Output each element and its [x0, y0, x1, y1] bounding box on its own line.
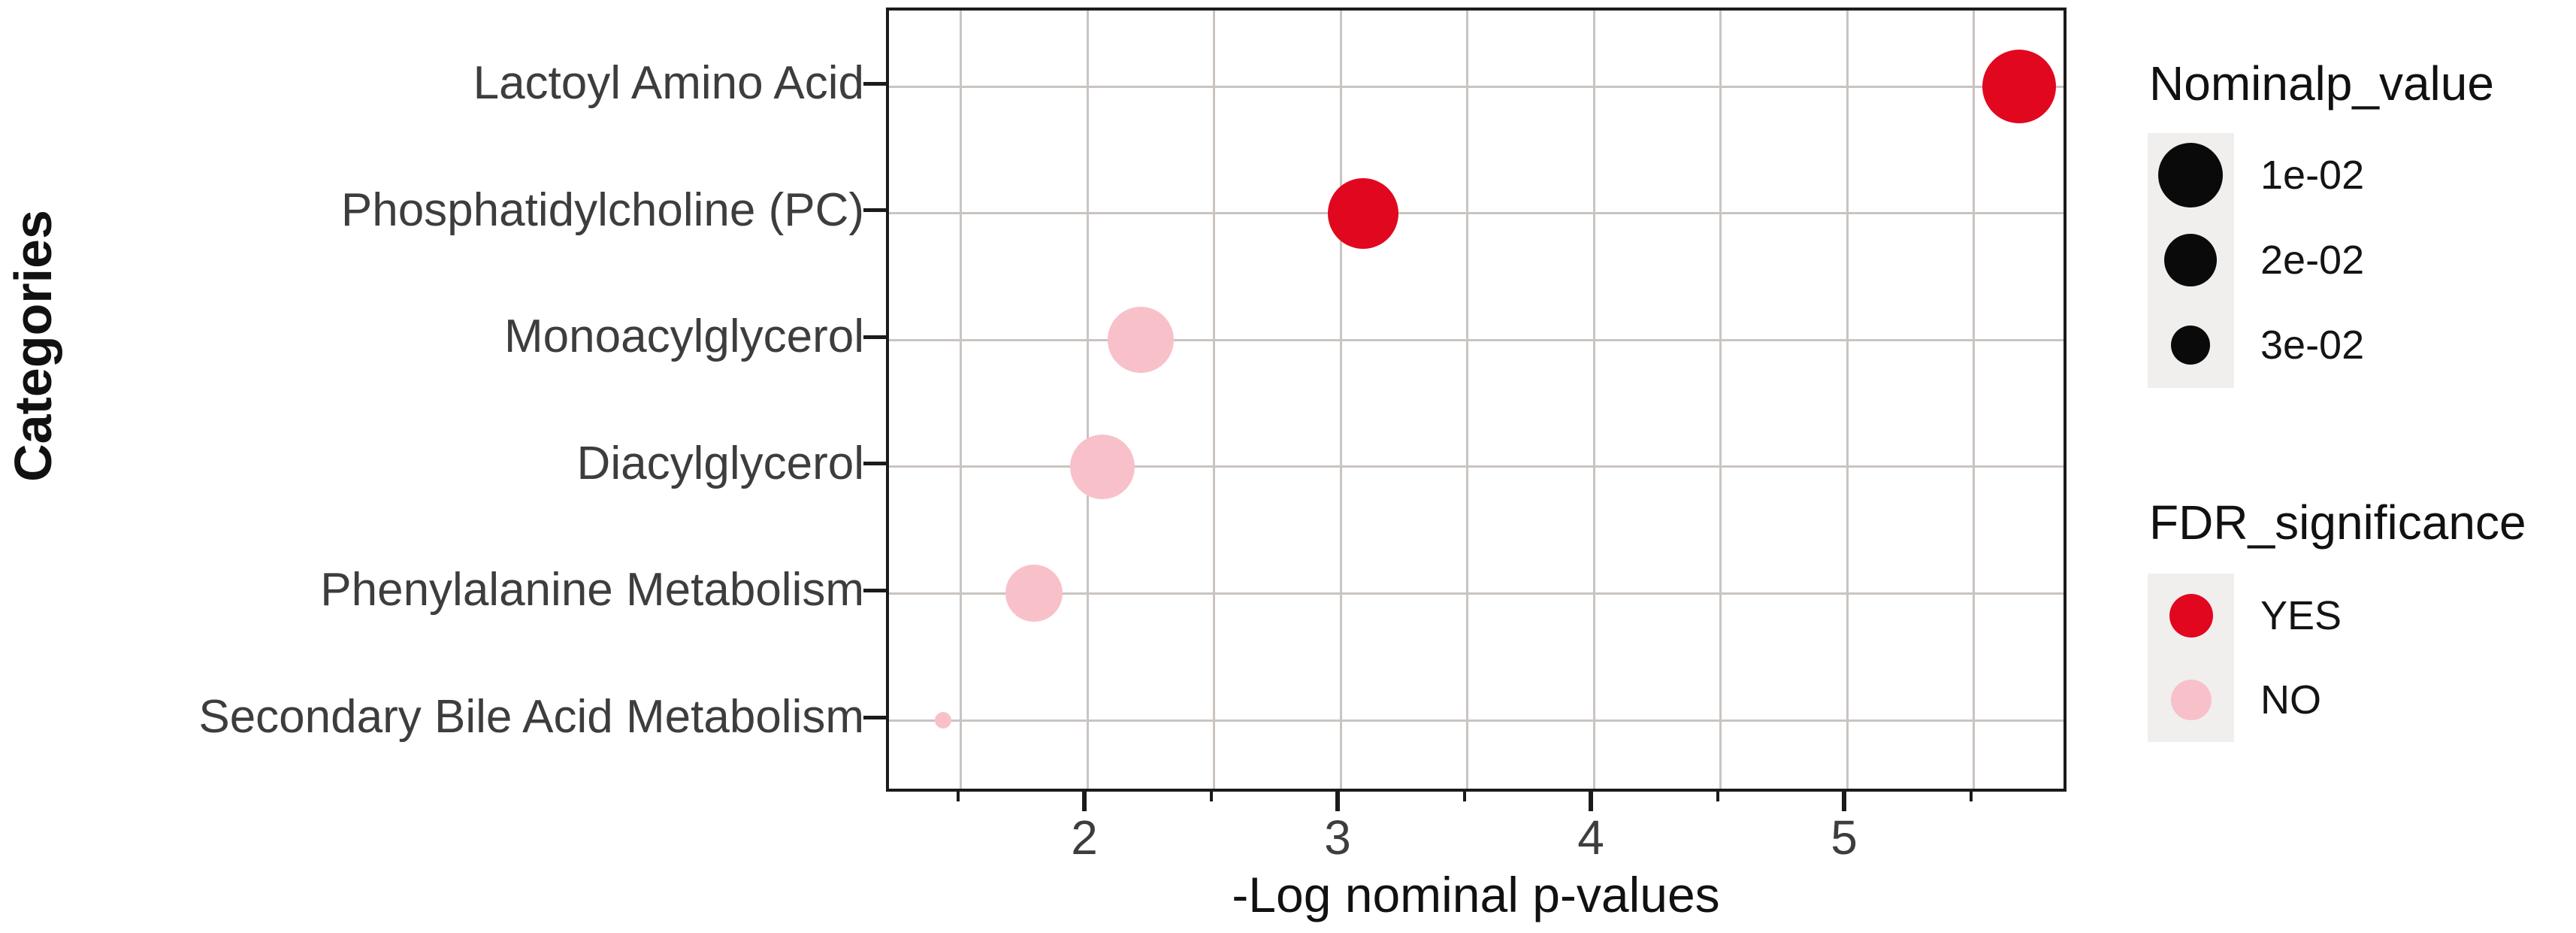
y-gridline	[889, 212, 2064, 215]
size-legend-label-3e-02: 3e-02	[2260, 323, 2365, 368]
y-axis-label-diacylglycerol: Diacylglycerol	[576, 438, 864, 489]
data-bubble-2	[1328, 177, 1399, 249]
size-legend-title: Nominalp_value	[2149, 56, 2494, 111]
y-gridline	[889, 85, 2064, 88]
y-gridline	[889, 338, 2064, 341]
y-gridline	[889, 719, 2064, 722]
y-axis-label-lactoyl-amino-acid: Lactoyl Amino Acid	[473, 57, 864, 109]
x-gridline	[960, 11, 962, 789]
size-legend-swatch-3e-02	[2171, 326, 2210, 365]
x-tick-label-2: 2	[1071, 810, 1098, 865]
x-axis-tick-major	[1842, 792, 1846, 811]
x-axis-tick-major	[1082, 792, 1087, 811]
x-tick-label-4: 4	[1577, 810, 1604, 865]
x-axis-tick-minor	[1969, 792, 1973, 801]
x-gridline	[1846, 11, 1849, 789]
color-legend-label-yes: YES	[2260, 593, 2342, 638]
data-bubble-6	[934, 712, 951, 729]
y-axis-tick	[863, 81, 886, 86]
y-axis-label-monoacylglycerol: Monoacylglycerol	[504, 310, 864, 362]
x-gridline	[1339, 11, 1342, 789]
data-bubble-3	[1107, 307, 1174, 374]
x-gridline	[1213, 11, 1215, 789]
y-axis-label-phosphatidylcholine: Phosphatidylcholine (PC)	[340, 184, 864, 236]
x-gridline	[1592, 11, 1595, 789]
data-bubble-1	[1982, 50, 2057, 123]
color-legend-label-no: NO	[2260, 677, 2321, 722]
y-axis-tick	[863, 462, 886, 466]
color-legend-swatch-yes	[2169, 594, 2213, 638]
data-bubble-5	[1005, 565, 1063, 623]
x-axis-tick-major	[1589, 792, 1593, 811]
x-gridline	[1086, 11, 1089, 789]
x-axis-tick-minor	[1209, 792, 1213, 801]
y-axis-tick	[863, 588, 886, 592]
y-gridline	[889, 465, 2064, 468]
plot-panel	[886, 8, 2067, 792]
y-axis-label-phenylalanine-metabolism: Phenylalanine Metabolism	[320, 564, 864, 616]
x-tick-label-3: 3	[1324, 810, 1351, 865]
size-legend-swatch-2e-02	[2164, 234, 2217, 286]
x-axis-tick-minor	[1716, 792, 1719, 801]
data-bubble-4	[1070, 434, 1135, 499]
x-axis-tick-minor	[956, 792, 960, 801]
color-legend-title: FDR_significance	[2149, 495, 2526, 550]
x-axis-tick-minor	[1462, 792, 1466, 801]
x-gridline	[1466, 11, 1468, 789]
x-axis-tick-major	[1335, 792, 1340, 811]
x-gridline	[1973, 11, 1975, 789]
x-gridline	[1719, 11, 1722, 789]
y-axis-tick	[863, 715, 886, 719]
y-gridline	[889, 592, 2064, 595]
x-tick-label-5: 5	[1831, 810, 1858, 865]
y-axis-tick	[863, 208, 886, 213]
y-axis-tick	[863, 335, 886, 339]
size-legend-label-1e-02: 1e-02	[2260, 153, 2365, 198]
y-axis-label-secondary-bile-acid: Secondary Bile Acid Metabolism	[198, 691, 864, 743]
x-axis-title: -Log nominal p-values	[1232, 867, 1720, 922]
color-legend-swatch-no	[2171, 680, 2212, 720]
size-legend-swatch-1e-02	[2158, 143, 2223, 208]
size-legend-label-2e-02: 2e-02	[2260, 238, 2365, 283]
